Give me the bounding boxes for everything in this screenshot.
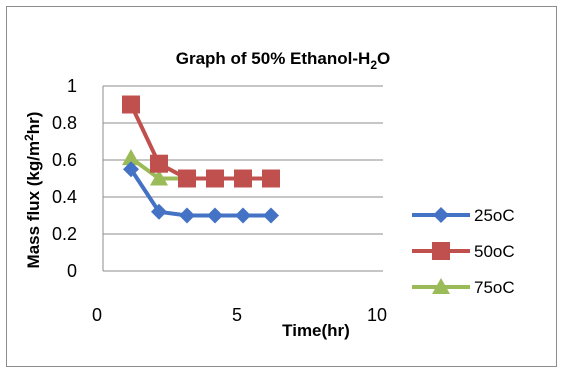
legend: 25oC 50oC 75oC xyxy=(412,206,515,297)
legend-label: 75oC xyxy=(474,278,515,297)
data-point-50oc xyxy=(150,154,168,173)
data-point-50oc xyxy=(122,95,140,114)
x-axis-title: Time(hr) xyxy=(282,321,350,340)
tick-layer: 00.20.40.60.810 5 10 xyxy=(52,76,387,325)
y-tick-label: 0.6 xyxy=(52,150,77,170)
y-tick-label: 0.8 xyxy=(52,113,77,133)
y-tick-label: 0 xyxy=(67,261,77,281)
data-point-50oc xyxy=(178,169,196,188)
series-50oc xyxy=(122,95,280,188)
legend-marker xyxy=(432,278,450,294)
data-point-25oc xyxy=(179,207,195,224)
legend-item-75oc: 75oC xyxy=(412,278,515,297)
y-tick-label: 0.2 xyxy=(52,224,77,244)
y-axis-title-superscript: 2 xyxy=(22,134,36,141)
data-point-75oc xyxy=(122,149,140,166)
data-point-25oc xyxy=(123,161,139,178)
legend-marker xyxy=(433,207,449,223)
legend-label: 50oC xyxy=(474,242,515,261)
legend-item-25oc: 25oC xyxy=(412,206,515,225)
data-point-50oc xyxy=(262,169,280,188)
chart-title: Graph of 50% Ethanol-H2O xyxy=(176,49,391,72)
legend-label: 25oC xyxy=(474,206,515,225)
x-tick-label: 0 xyxy=(92,305,102,325)
series-layer xyxy=(122,95,280,224)
data-point-25oc xyxy=(207,207,223,224)
x-tick-label: 5 xyxy=(232,305,242,325)
y-tick-label: 0.4 xyxy=(52,187,77,207)
chart-title-subscript: 2 xyxy=(370,58,377,72)
data-point-50oc xyxy=(234,169,252,188)
chart-border xyxy=(6,6,557,367)
data-point-25oc xyxy=(263,207,279,224)
chart-title-tail: O xyxy=(377,49,390,68)
y-axis-title: Mass flux (kg/m2hr) xyxy=(22,112,43,269)
data-point-25oc xyxy=(151,203,167,220)
y-tick-label: 1 xyxy=(67,76,77,96)
data-point-50oc xyxy=(206,169,224,188)
series-25oc xyxy=(123,161,279,224)
data-point-25oc xyxy=(235,207,251,224)
x-tick-label: 10 xyxy=(367,305,387,325)
legend-marker xyxy=(432,242,450,260)
data-point-75oc xyxy=(150,169,168,186)
legend-item-50oc: 50oC xyxy=(412,242,515,261)
y-axis-title-tail: hr) xyxy=(24,112,43,135)
